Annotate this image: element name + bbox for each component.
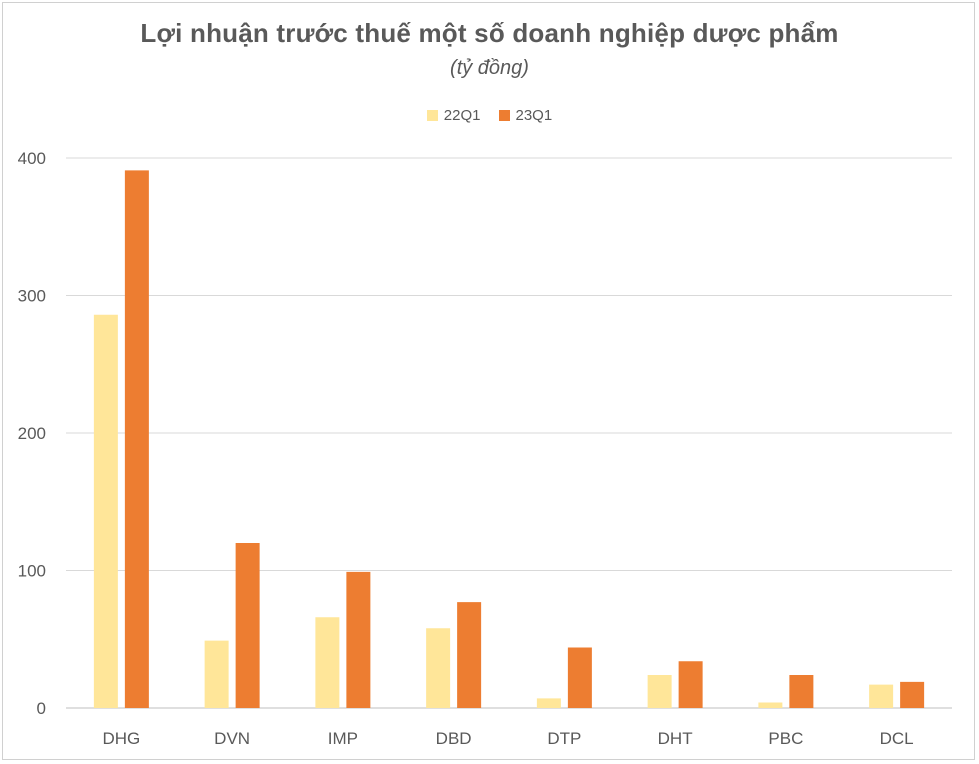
legend-item-23q1: 23Q1 [498, 107, 553, 124]
x-tick-label: DHG [102, 729, 140, 748]
y-tick-label: 0 [37, 699, 46, 718]
bar-22q1-dht [647, 675, 672, 708]
y-tick-label: 300 [18, 287, 46, 306]
bar-23q1-dht [678, 661, 703, 708]
bar-22q1-dcl [869, 684, 894, 708]
y-tick-label: 200 [18, 424, 46, 443]
bar-23q1-dvn [235, 543, 260, 708]
y-tick-label: 100 [18, 562, 46, 581]
x-tick-label: DHT [658, 729, 693, 748]
bar-22q1-dtp [536, 698, 561, 708]
x-tick-label: DCL [880, 729, 914, 748]
bar-22q1-dbd [426, 628, 451, 708]
legend-label-22q1: 22Q1 [443, 107, 481, 124]
x-tick-label: PBC [768, 729, 803, 748]
legend-item-22q1: 22Q1 [426, 107, 481, 124]
x-tick-label: DVN [214, 729, 250, 748]
x-tick-label: DTP [547, 729, 581, 748]
chart-title: Lợi nhuận trước thuế một số doanh nghiệp… [140, 18, 839, 48]
bar-23q1-dhg [124, 170, 149, 708]
bar-23q1-dcl [900, 681, 925, 708]
y-tick-label: 400 [18, 149, 46, 168]
bar-22q1-dvn [204, 640, 229, 708]
bar-22q1-pbc [758, 702, 783, 708]
x-tick-label: DBD [436, 729, 472, 748]
bar-23q1-imp [346, 571, 371, 708]
bar-23q1-pbc [789, 675, 814, 708]
bar-23q1-dbd [457, 602, 482, 708]
legend: 22Q1 23Q1 [0, 107, 979, 124]
x-tick-label: IMP [328, 729, 358, 748]
legend-label-23q1: 23Q1 [515, 107, 553, 124]
bar-23q1-dtp [567, 647, 592, 708]
bar-22q1-dhg [93, 314, 118, 708]
legend-swatch-23q1 [498, 110, 510, 121]
chart-subtitle: (tỷ đồng) [450, 57, 529, 79]
bar-22q1-imp [315, 617, 340, 708]
legend-swatch-22q1 [426, 110, 438, 121]
